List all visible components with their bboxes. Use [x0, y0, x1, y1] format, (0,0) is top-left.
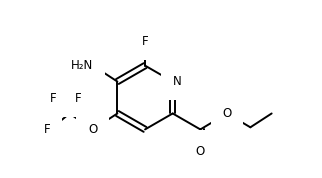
- Text: F: F: [50, 92, 57, 105]
- Text: N: N: [173, 75, 182, 88]
- Text: O: O: [222, 107, 232, 120]
- Text: F: F: [44, 123, 50, 136]
- Text: H₂N: H₂N: [71, 59, 93, 72]
- Text: F: F: [75, 92, 81, 105]
- Text: F: F: [142, 35, 148, 48]
- Text: O: O: [197, 142, 207, 155]
- Text: O: O: [196, 145, 205, 158]
- Text: O: O: [88, 123, 98, 136]
